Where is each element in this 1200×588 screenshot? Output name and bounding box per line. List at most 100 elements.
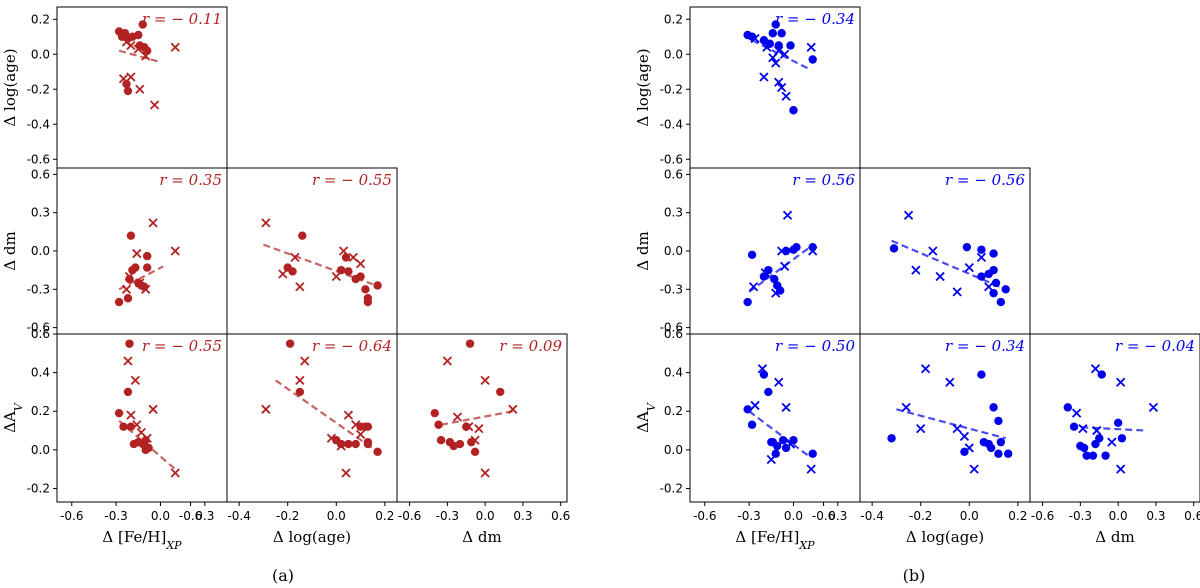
data-point-circle — [436, 436, 446, 445]
x-tick-label: -0.6 — [398, 509, 421, 523]
data-point-circle — [363, 297, 373, 307]
data-point-cross — [338, 246, 349, 256]
x-tick-label: -0.6 — [693, 509, 716, 523]
data-point-cross — [141, 284, 151, 294]
data-point-cross — [343, 410, 354, 420]
data-point-cross — [901, 402, 911, 413]
data-point-cross — [774, 46, 784, 56]
trend-line — [118, 49, 158, 63]
data-point-cross — [355, 429, 366, 440]
panel-av_vs_dm: r = 0.09 — [396, 333, 568, 503]
data-point-circle — [996, 297, 1006, 307]
data-point-cross — [781, 402, 791, 413]
x-tick-label: -0.6 — [60, 509, 83, 523]
data-point-cross — [771, 288, 781, 298]
data-point-cross — [261, 218, 271, 228]
trend-line — [263, 243, 374, 286]
x-axis-label: Δ [Fe/H]XP — [735, 528, 815, 552]
y-tick-label: -0.2 — [660, 481, 683, 495]
y-tick-label: 0.0 — [31, 47, 50, 61]
data-point-circle — [771, 20, 780, 29]
x-tick-label: -0.2 — [909, 509, 932, 523]
data-point-cross — [1148, 402, 1159, 413]
y-tick-label: 0.2 — [664, 12, 683, 26]
data-point-cross — [976, 252, 987, 263]
data-point-circle — [887, 434, 896, 443]
x-tick-label: -0.6 — [179, 509, 202, 523]
y-axis-label: Δ log(age) — [1, 48, 19, 126]
data-point-cross — [341, 468, 351, 478]
x-tick-label: -0.4 — [860, 509, 883, 523]
x-axis-label: Δ dm — [1095, 528, 1134, 546]
x-tick-label: 0.0 — [327, 509, 346, 523]
panel-frame — [689, 333, 861, 503]
data-point-circle — [336, 439, 346, 449]
data-point-cross — [779, 49, 790, 59]
data-point-cross — [126, 410, 136, 420]
panel-av_vs_feh: r = − 0.55 — [56, 333, 228, 503]
data-point-circle — [747, 250, 757, 260]
data-point-circle — [434, 420, 443, 429]
data-point-circle — [134, 30, 143, 40]
y-tick-label: 0.6 — [31, 167, 50, 181]
data-point-cross — [785, 439, 796, 449]
data-point-circle — [496, 387, 505, 397]
x-tick-label: 0.3 — [1146, 509, 1165, 523]
data-point-circle — [1001, 285, 1010, 294]
data-point-circle — [977, 272, 986, 281]
data-point-circle — [119, 422, 128, 431]
y-tick-label: -0.4 — [27, 117, 50, 131]
panel-av_vs_age: r = − 0.34 — [859, 333, 1031, 503]
y-tick-label: 0.0 — [664, 443, 683, 457]
data-point-cross — [149, 100, 160, 110]
y-tick-label: 0.4 — [31, 366, 50, 380]
y-tick-label: -0.6 — [27, 152, 50, 166]
data-point-cross — [760, 268, 771, 278]
caption-a: (a) — [272, 566, 294, 585]
data-point-cross — [920, 364, 931, 374]
x-tick-label: 0.2 — [375, 509, 394, 523]
data-point-circle — [298, 231, 307, 240]
data-point-circle — [1079, 443, 1089, 453]
data-point-cross — [952, 287, 962, 297]
data-point-cross — [295, 282, 305, 292]
x-tick-label: 0.0 — [960, 509, 979, 523]
data-point-circle — [989, 265, 998, 275]
data-point-cross — [806, 464, 816, 474]
data-point-circle — [789, 106, 798, 115]
data-point-cross — [806, 42, 816, 52]
data-point-cross — [135, 84, 145, 94]
trend-line — [748, 247, 809, 293]
trend-line — [751, 39, 812, 71]
data-point-circle — [336, 265, 346, 275]
data-point-cross — [952, 423, 962, 434]
data-point-cross — [355, 259, 366, 269]
x-tick-label: 0.6 — [551, 509, 570, 523]
y-tick-label: -0.2 — [660, 82, 683, 96]
data-point-cross — [170, 246, 180, 256]
data-point-circle — [778, 436, 788, 445]
x-axis-label: Δ dm — [462, 528, 501, 546]
correlation-label: r = − 0.64 — [312, 337, 392, 355]
y-axis-label: Δ dm — [1, 231, 19, 270]
data-point-circle — [341, 253, 351, 262]
data-point-circle — [1069, 422, 1079, 431]
y-axis-label: Δ log(age) — [634, 48, 652, 126]
data-point-circle — [288, 267, 297, 276]
data-point-circle — [764, 387, 773, 397]
data-point-circle — [977, 245, 986, 254]
data-point-cross — [170, 468, 180, 478]
data-point-cross — [782, 210, 793, 220]
data-point-circle — [1113, 418, 1123, 428]
data-point-circle — [285, 339, 295, 348]
trend-line — [891, 239, 1007, 291]
correlation-label: r = − 0.04 — [1115, 337, 1195, 355]
data-point-circle — [125, 339, 134, 348]
data-point-cross — [774, 77, 784, 87]
data-point-cross — [781, 91, 791, 101]
x-tick-label: 0.3 — [513, 509, 532, 523]
data-point-cross — [508, 404, 518, 414]
data-point-circle — [773, 441, 782, 451]
data-point-cross — [300, 356, 310, 366]
data-point-circle — [125, 274, 134, 284]
